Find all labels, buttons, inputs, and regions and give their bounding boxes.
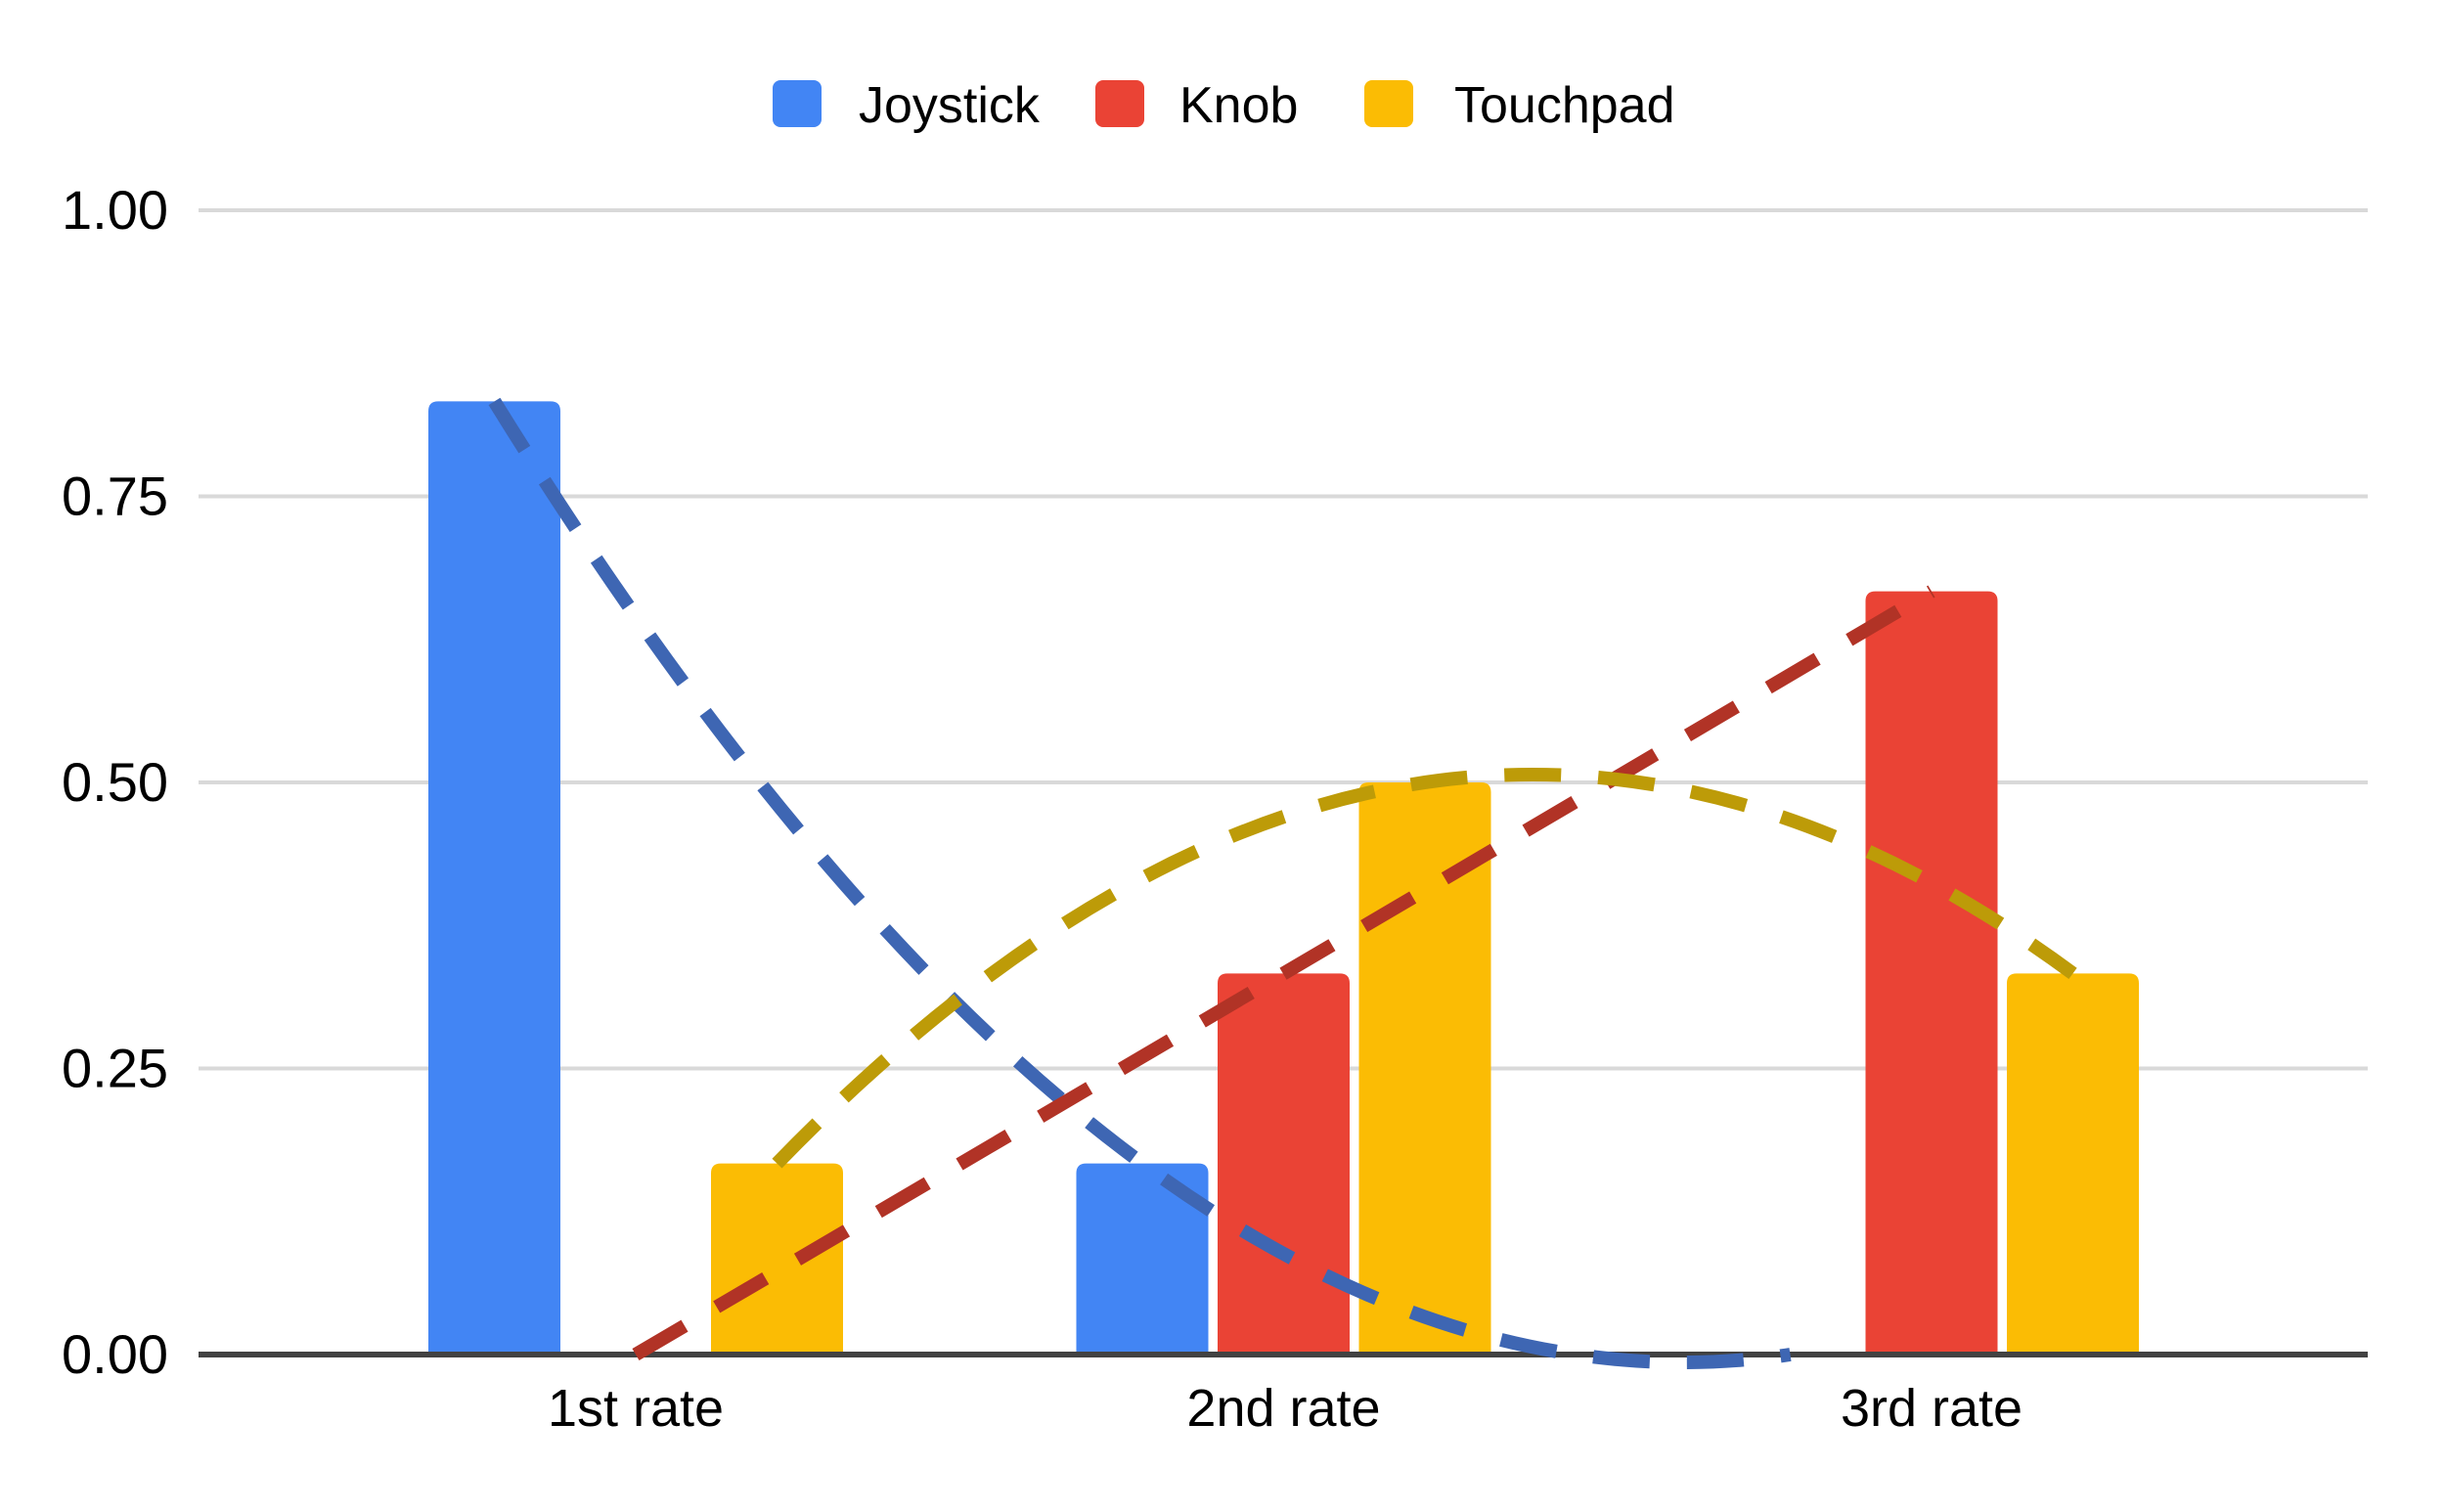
bar-joystick-2nd-rate [1076, 1163, 1209, 1355]
legend-swatch-knob [1095, 80, 1144, 127]
legend-swatch-touchpad [1364, 80, 1413, 127]
bar-knob-3rd-rate [1865, 591, 1998, 1355]
x-category-label-1st-rate: 1st rate [548, 1379, 724, 1438]
y-tick-label-0.25: 0.25 [62, 1038, 168, 1099]
bar-touchpad-3rd-rate [2007, 973, 2139, 1355]
trendline-knob [632, 585, 1935, 1361]
bar-knob-2nd-rate [1218, 973, 1350, 1355]
y-tick-label-0.00: 0.00 [62, 1323, 168, 1385]
legend-swatch-joystick [773, 80, 822, 127]
x-category-label-2nd-rate: 2nd rate [1186, 1379, 1380, 1438]
bar-joystick-1st-rate [428, 401, 560, 1355]
y-tick-label-1.00: 1.00 [62, 179, 168, 241]
bar-touchpad-1st-rate [711, 1163, 843, 1355]
x-category-label-3rd-rate: 3rd rate [1841, 1379, 2023, 1438]
legend-label-touchpad: Touchpad [1454, 77, 1675, 134]
trendline-touchpad [772, 767, 2077, 1169]
legend-label-knob: Knob [1179, 77, 1298, 134]
bar-touchpad-2nd-rate [1358, 782, 1491, 1355]
y-tick-label-0.75: 0.75 [62, 466, 168, 527]
legend-label-joystick: Joystick [859, 77, 1041, 134]
y-tick-label-0.50: 0.50 [62, 751, 168, 813]
trendline-joystick [488, 397, 1792, 1369]
